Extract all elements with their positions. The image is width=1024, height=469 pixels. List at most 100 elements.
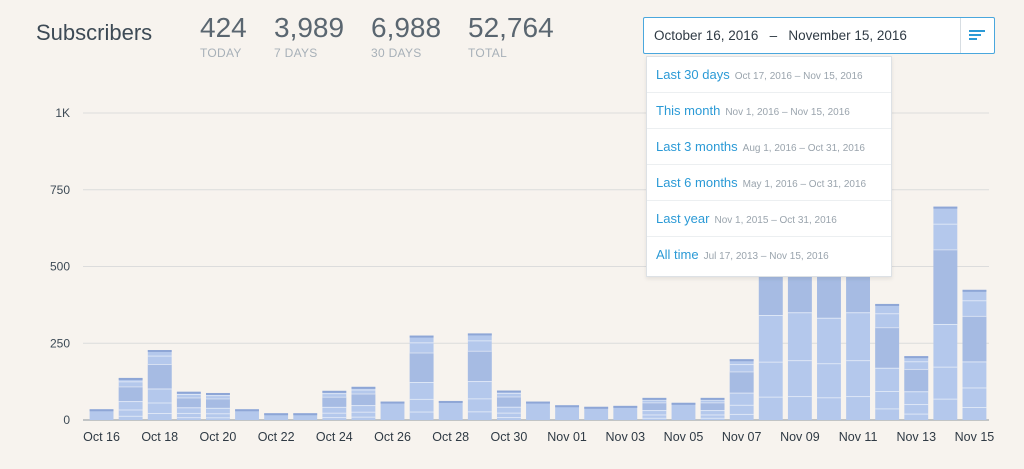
bar-separator bbox=[467, 381, 492, 383]
menu-item-last-30-days[interactable]: Last 30 days Oct 17, 2016 – Nov 15, 2016 bbox=[647, 57, 891, 93]
bar[interactable] bbox=[584, 406, 609, 420]
menu-item-range: May 1, 2016 – Oct 31, 2016 bbox=[742, 179, 867, 190]
bar-separator bbox=[496, 392, 521, 394]
bar-cap bbox=[264, 413, 289, 416]
bar[interactable] bbox=[264, 413, 289, 420]
menu-lines-icon bbox=[969, 30, 985, 40]
bar-separator bbox=[118, 409, 143, 411]
bar-separator bbox=[700, 399, 725, 401]
range-menu-button[interactable] bbox=[960, 18, 994, 53]
bar-separator bbox=[875, 327, 900, 329]
bar-separator bbox=[118, 415, 143, 417]
bar-separator bbox=[351, 389, 376, 391]
stat-value: 6,988 bbox=[371, 12, 442, 43]
bar-separator bbox=[962, 315, 987, 317]
menu-item-range: Aug 1, 2016 – Oct 31, 2016 bbox=[742, 143, 865, 154]
bar-separator bbox=[846, 312, 870, 314]
bar[interactable] bbox=[613, 405, 638, 420]
menu-item-last-year[interactable]: Last year Nov 1, 2015 – Oct 31, 2016 bbox=[647, 201, 891, 237]
x-tick-label: Nov 13 bbox=[896, 430, 936, 444]
bar-separator bbox=[817, 363, 841, 365]
bar-separator bbox=[904, 404, 929, 406]
bar-separator bbox=[700, 417, 725, 419]
bar[interactable] bbox=[351, 386, 376, 420]
bar-segment bbox=[351, 393, 376, 406]
menu-item-label: Last 6 months bbox=[656, 175, 738, 190]
bar[interactable] bbox=[496, 390, 521, 420]
bar[interactable] bbox=[118, 377, 143, 420]
menu-item-range: Oct 17, 2016 – Nov 15, 2016 bbox=[734, 71, 863, 82]
bar-separator bbox=[176, 417, 201, 419]
bar-segment bbox=[496, 396, 521, 407]
bar-separator bbox=[147, 364, 172, 366]
bar-cap bbox=[206, 392, 230, 395]
stat-30-days: 6,988 30 DAYS bbox=[371, 12, 441, 60]
bar-separator bbox=[176, 412, 201, 414]
bar[interactable] bbox=[293, 413, 318, 420]
bar-separator bbox=[904, 413, 929, 415]
bar[interactable] bbox=[555, 405, 580, 420]
bar[interactable] bbox=[933, 206, 958, 420]
bar-segment bbox=[962, 315, 987, 362]
bar-separator bbox=[642, 410, 667, 412]
bar-separator bbox=[147, 413, 172, 415]
bar-separator bbox=[322, 417, 347, 419]
bar[interactable] bbox=[642, 397, 667, 420]
bar[interactable] bbox=[235, 409, 259, 420]
x-tick-label: Nov 15 bbox=[955, 430, 995, 444]
bar-cap bbox=[700, 397, 725, 400]
stat-label: TODAY bbox=[200, 46, 242, 60]
stat-7-days: 3,989 7 DAYS bbox=[274, 12, 344, 60]
bar-separator bbox=[147, 388, 172, 390]
menu-item-this-month[interactable]: This month Nov 1, 2016 – Nov 15, 2016 bbox=[647, 93, 891, 129]
menu-item-last-3-months[interactable]: Last 3 months Aug 1, 2016 – Oct 31, 2016 bbox=[647, 129, 891, 165]
bar-separator bbox=[147, 402, 172, 404]
bar[interactable] bbox=[904, 356, 929, 420]
bar-separator bbox=[206, 413, 230, 415]
menu-item-all-time[interactable]: All time Jul 17, 2013 – Nov 15, 2016 bbox=[647, 237, 891, 273]
x-tick-label: Oct 28 bbox=[432, 430, 469, 444]
bar[interactable] bbox=[875, 303, 900, 420]
bar[interactable] bbox=[89, 409, 114, 420]
bar-separator bbox=[787, 396, 812, 398]
y-tick-label: 1K bbox=[55, 106, 70, 120]
bar-separator bbox=[962, 300, 987, 302]
bar-separator bbox=[642, 414, 667, 416]
bar-cap bbox=[380, 401, 405, 404]
menu-item-last-6-months[interactable]: Last 6 months May 1, 2016 – Oct 31, 2016 bbox=[647, 165, 891, 201]
bar[interactable] bbox=[322, 390, 347, 420]
stat-value: 52,764 bbox=[468, 12, 554, 43]
bar[interactable] bbox=[526, 401, 550, 420]
x-tick-label: Nov 09 bbox=[780, 430, 820, 444]
bar[interactable] bbox=[729, 359, 754, 420]
menu-item-range: Jul 17, 2013 – Nov 15, 2016 bbox=[703, 251, 829, 262]
bar-separator bbox=[176, 394, 201, 396]
bar-separator bbox=[409, 342, 434, 344]
bar-separator bbox=[176, 397, 201, 399]
bar[interactable] bbox=[438, 400, 463, 420]
date-range-picker[interactable]: October 16, 2016 – November 15, 2016 bbox=[643, 17, 995, 54]
date-range-text: October 16, 2016 – November 15, 2016 bbox=[654, 28, 907, 43]
menu-item-label: Last 3 months bbox=[656, 139, 738, 154]
stat-value: 3,989 bbox=[274, 12, 345, 43]
bar[interactable] bbox=[147, 350, 172, 420]
bar[interactable] bbox=[206, 392, 230, 420]
bar[interactable] bbox=[962, 289, 987, 420]
bar[interactable] bbox=[176, 391, 201, 420]
bar[interactable] bbox=[671, 402, 696, 420]
bar-segment bbox=[118, 386, 143, 402]
bar-separator bbox=[787, 312, 812, 314]
bar[interactable] bbox=[380, 401, 405, 420]
x-tick-label: Oct 30 bbox=[490, 430, 527, 444]
bar-fill bbox=[613, 405, 638, 420]
bar-separator bbox=[933, 323, 958, 325]
bar-separator bbox=[875, 408, 900, 410]
bar-cap bbox=[89, 409, 114, 412]
bar-cap bbox=[496, 390, 521, 393]
bar-separator bbox=[176, 407, 201, 409]
bar[interactable] bbox=[467, 333, 492, 420]
bar[interactable] bbox=[700, 397, 725, 420]
bar[interactable] bbox=[409, 335, 434, 420]
bar-cap bbox=[933, 206, 958, 209]
menu-item-label: All time bbox=[656, 247, 699, 262]
